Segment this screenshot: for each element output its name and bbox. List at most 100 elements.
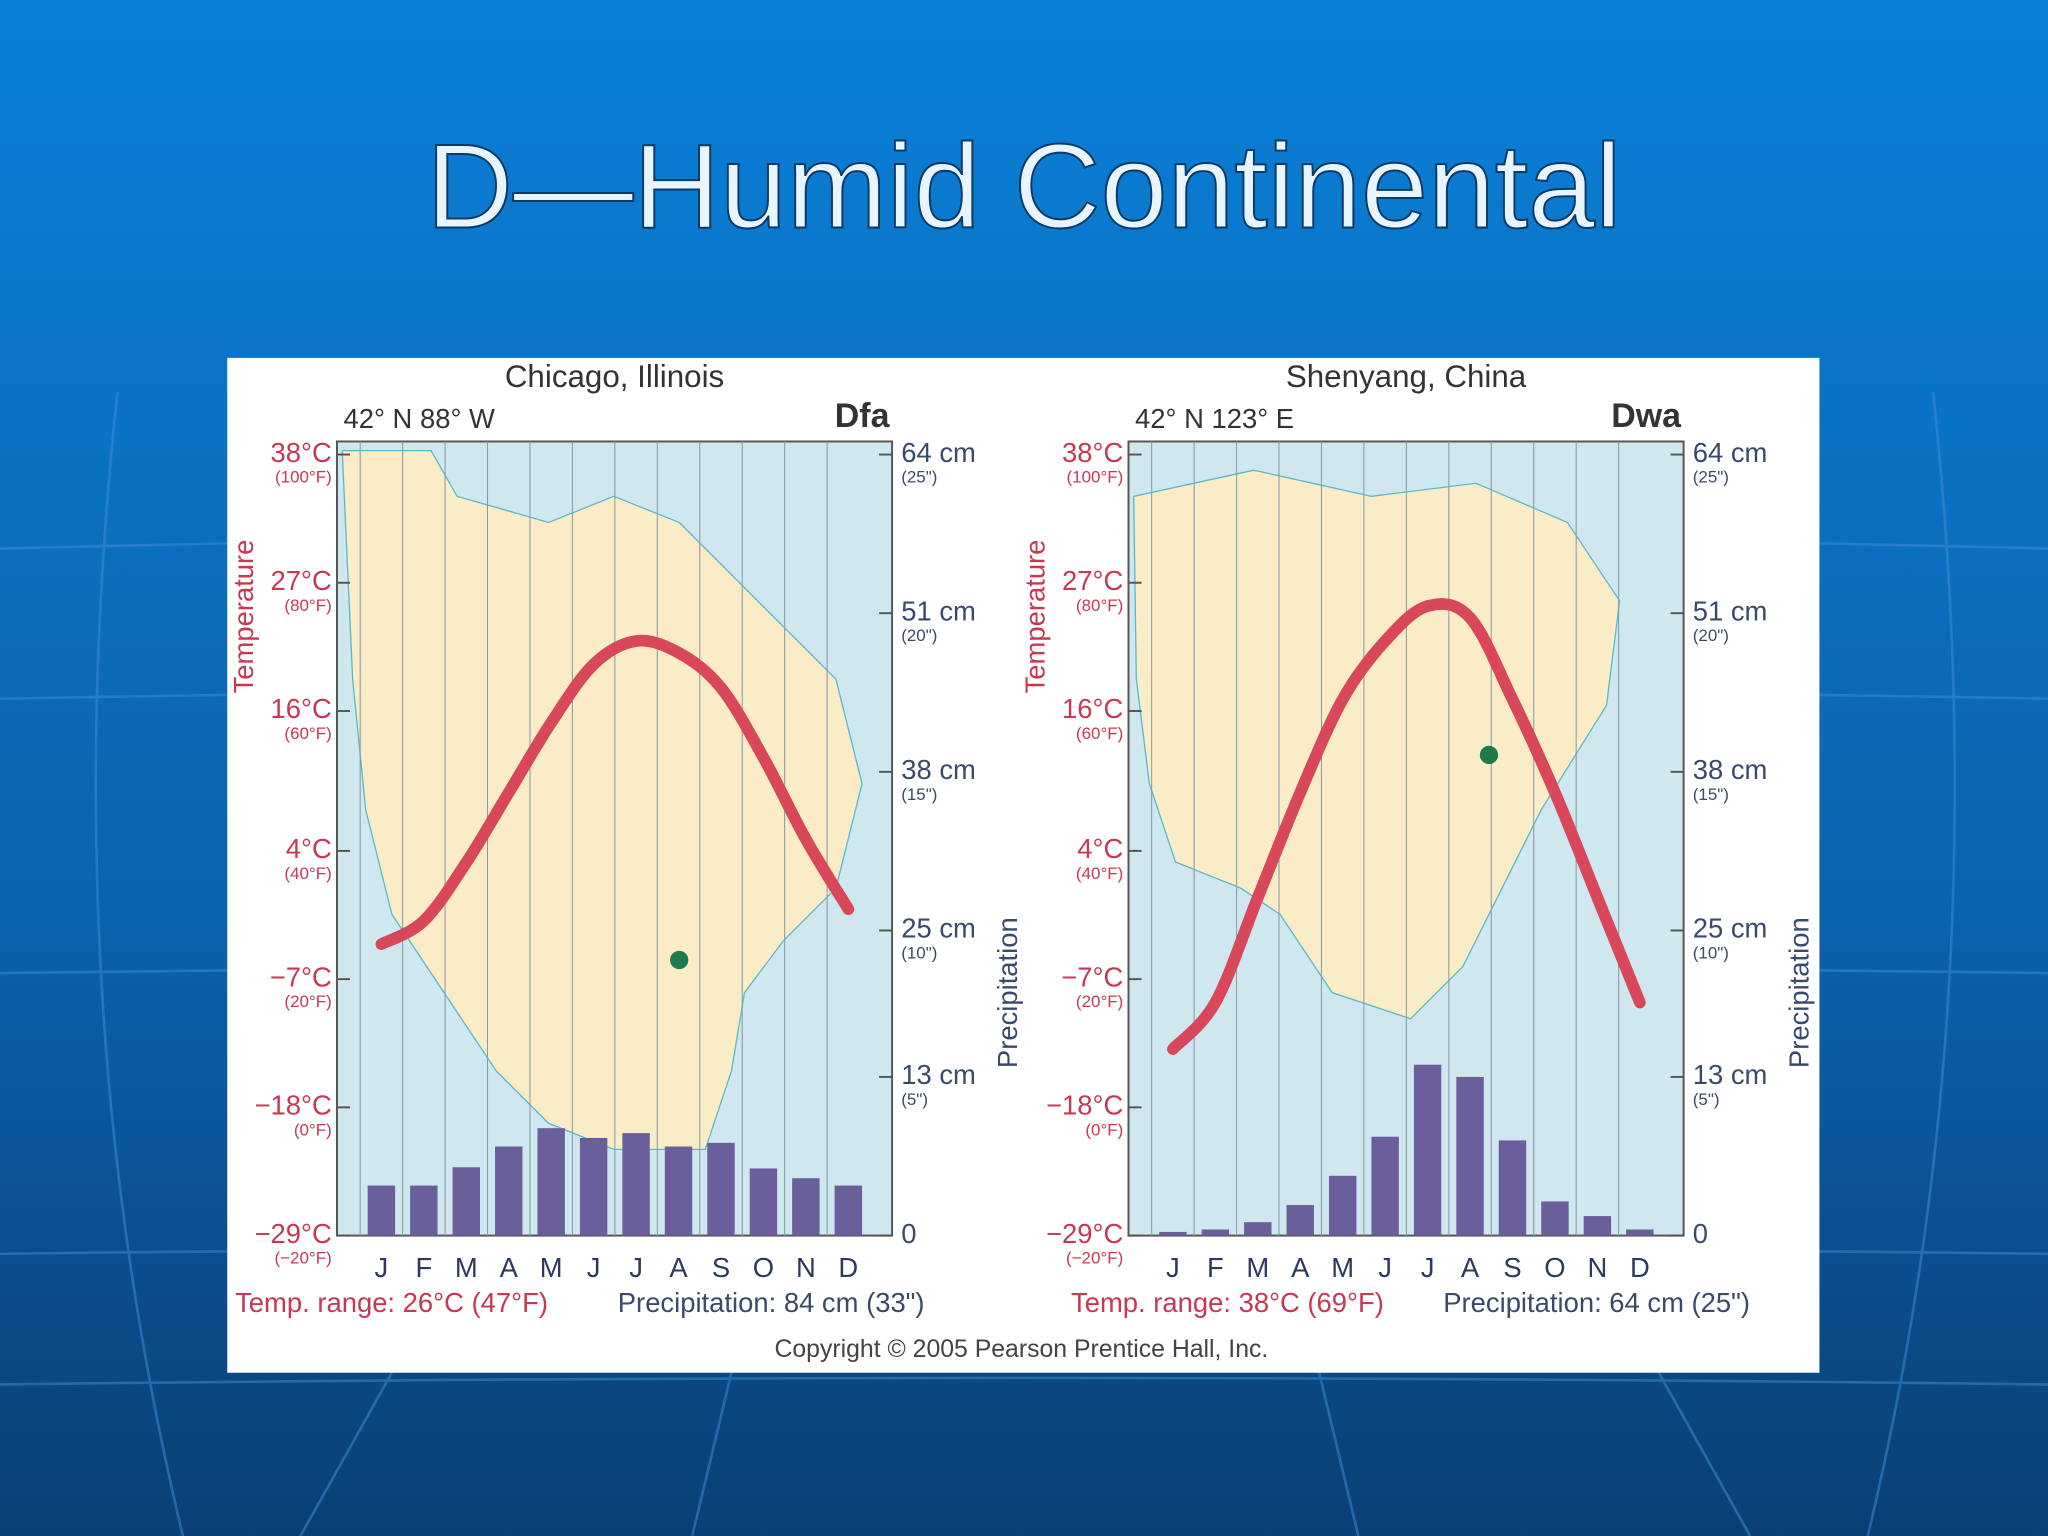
x-tick-label: A — [1461, 1252, 1480, 1283]
axis-label: Precipitation — [1783, 917, 1814, 1068]
y-tick-sublabel: (0°F) — [1085, 1120, 1123, 1139]
precip-bar — [1626, 1229, 1654, 1236]
x-tick-label: S — [712, 1252, 730, 1283]
x-tick-label: A — [1291, 1252, 1310, 1283]
y2-tick-label: 13 cm — [1693, 1059, 1768, 1090]
x-tick-label: M — [455, 1252, 478, 1283]
y2-tick-label: 64 cm — [1693, 437, 1768, 468]
precip-bar — [1413, 1064, 1442, 1236]
y-tick-label: 16°C — [271, 693, 332, 724]
temperature-line — [375, 634, 855, 951]
y-tick-label: −7°C — [1061, 961, 1123, 992]
y-tick-label: 38°C — [1062, 437, 1123, 468]
precip-bar — [1541, 1201, 1569, 1236]
x-tick-label: J — [1378, 1252, 1392, 1283]
y-tick-label: −18°C — [255, 1090, 332, 1121]
x-tick-label: F — [415, 1252, 432, 1283]
axis-label: Temperature — [228, 540, 259, 694]
y2-tick-label: 38 cm — [1693, 754, 1768, 785]
y-tick-label: −18°C — [1046, 1090, 1123, 1121]
precip-bar — [537, 1128, 565, 1236]
y2-tick-label: 64 cm — [901, 437, 976, 468]
chart-title: Shenyang, China — [1286, 359, 1527, 394]
x-tick-label: N — [1587, 1252, 1607, 1283]
y-tick-sublabel: (40°F) — [284, 864, 331, 883]
x-tick-label: O — [1544, 1252, 1565, 1283]
map-land — [341, 449, 863, 1151]
x-tick-label: M — [540, 1252, 563, 1283]
y-tick-sublabel: (100°F) — [275, 468, 332, 487]
y-tick-label: −29°C — [255, 1218, 332, 1249]
precip-bar — [1498, 1140, 1527, 1236]
y-tick-label: 27°C — [271, 565, 332, 596]
x-tick-label: N — [796, 1252, 816, 1283]
y2-tick-label: 38 cm — [901, 754, 976, 785]
y-tick-sublabel: (0°F) — [294, 1120, 332, 1139]
precip-bar — [1371, 1136, 1399, 1236]
precip-bar — [367, 1185, 396, 1236]
y-tick-sublabel: (−20°F) — [275, 1249, 332, 1268]
precip-bar — [707, 1142, 735, 1236]
y2-tick-sublabel: (25") — [901, 468, 937, 487]
y2-tick-sublabel: (15") — [901, 785, 937, 804]
y-tick-label: −29°C — [1046, 1218, 1123, 1249]
y2-tick-sublabel: (20") — [1693, 626, 1729, 645]
x-tick-label: A — [500, 1252, 519, 1283]
precip-bar — [834, 1185, 863, 1236]
y2-tick-label: 51 cm — [901, 595, 976, 626]
precip-bar — [1286, 1205, 1314, 1236]
x-tick-label: M — [1331, 1252, 1354, 1283]
y-tick-sublabel: (−20°F) — [1066, 1249, 1123, 1268]
y-tick-sublabel: (40°F) — [1076, 864, 1123, 883]
axis-label: Precipitation — [992, 917, 1023, 1068]
x-tick-label: D — [1630, 1252, 1650, 1283]
x-tick-label: F — [1207, 1252, 1224, 1283]
y-tick-label: 27°C — [1062, 565, 1123, 596]
precip-bar — [1456, 1076, 1484, 1236]
precip-bar — [792, 1178, 820, 1236]
x-tick-label: S — [1503, 1252, 1521, 1283]
y2-tick-label: 0 — [901, 1218, 916, 1249]
y-tick-label: 16°C — [1062, 693, 1123, 724]
precip-bar — [579, 1137, 608, 1236]
y2-tick-sublabel: (20") — [901, 626, 937, 645]
coordinates: 42° N 123° E — [1135, 403, 1294, 434]
climate-code: Dfa — [835, 397, 891, 435]
y-tick-sublabel: (80°F) — [284, 596, 331, 615]
y2-tick-sublabel: (5") — [901, 1090, 928, 1109]
temperature-line — [1167, 598, 1646, 1055]
y2-tick-label: 25 cm — [1693, 913, 1768, 944]
climate-code: Dwa — [1611, 397, 1682, 435]
y2-tick-sublabel: (15") — [1693, 785, 1729, 804]
x-tick-label: D — [838, 1252, 858, 1283]
city-marker — [1479, 745, 1499, 765]
y2-tick-label: 51 cm — [1693, 595, 1768, 626]
precip-bar — [410, 1185, 438, 1236]
y-tick-sublabel: (100°F) — [1066, 468, 1123, 487]
x-tick-label: M — [1246, 1252, 1269, 1283]
precip-bar — [452, 1167, 480, 1236]
y-tick-label: 4°C — [286, 833, 332, 864]
precip-bar — [664, 1146, 693, 1236]
summary: Precipitation: 64 cm (25") — [1443, 1287, 1750, 1318]
precip-bar — [622, 1133, 650, 1236]
precip-bar — [1328, 1175, 1357, 1236]
y-tick-sublabel: (60°F) — [1076, 724, 1123, 743]
precip-bar — [495, 1146, 523, 1236]
y-tick-label: −7°C — [270, 961, 332, 992]
city-marker — [670, 950, 689, 970]
y2-tick-label: 25 cm — [901, 913, 976, 944]
copyright: Copyright © 2005 Pearson Prentice Hall, … — [774, 1336, 1268, 1363]
y2-tick-label: 0 — [1693, 1218, 1708, 1249]
coordinates: 42° N 88° W — [344, 403, 496, 434]
y-tick-sublabel: (20°F) — [1076, 992, 1123, 1011]
summary: Temp. range: 38°C (69°F) — [1071, 1287, 1384, 1318]
x-tick-label: J — [587, 1252, 601, 1283]
summary: Precipitation: 84 cm (33") — [618, 1287, 925, 1318]
axis-label: Temperature — [1019, 540, 1050, 694]
precip-bar — [749, 1168, 778, 1236]
x-tick-label: J — [375, 1252, 389, 1283]
x-tick-label: J — [629, 1252, 643, 1283]
y2-tick-sublabel: (5") — [1693, 1090, 1720, 1109]
